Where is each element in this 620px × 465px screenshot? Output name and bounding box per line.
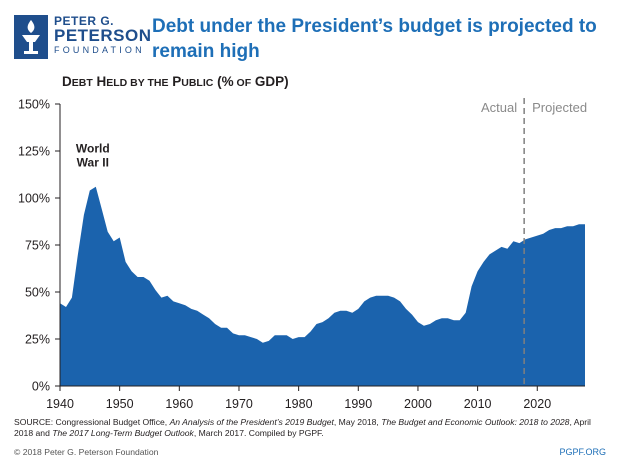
x-tick-label: 2020 (523, 397, 551, 411)
brand-logo: PETER G. PETERSON FOUNDATION (14, 14, 151, 60)
x-tick-label: 1990 (344, 397, 372, 411)
annotation-line-1: World (76, 142, 110, 156)
x-tick-label: 1980 (285, 397, 313, 411)
headline: Debt under the President’s budget is pro… (152, 16, 597, 62)
y-tick-label: 150% (18, 98, 50, 112)
logo-line-2: PETERSON (54, 26, 152, 45)
y-tick-label: 125% (18, 145, 50, 159)
actual-label: Actual (481, 100, 517, 115)
logo-line-1: PETER G. (54, 14, 115, 28)
website-link[interactable]: PGPF.ORG (559, 447, 606, 457)
y-tick-label: 75% (25, 239, 50, 253)
x-tick-label: 1960 (165, 397, 193, 411)
y-tick-label: 0% (32, 380, 50, 394)
copyright: © 2018 Peter G. Peterson Foundation (14, 447, 159, 457)
x-tick-label: 1940 (46, 397, 74, 411)
logo-line-3: FOUNDATION (54, 45, 145, 55)
x-tick-label: 2000 (404, 397, 432, 411)
torch-icon (14, 15, 48, 59)
x-tick-label: 1950 (106, 397, 134, 411)
y-tick-label: 100% (18, 192, 50, 206)
projected-label: Projected (532, 100, 587, 115)
x-tick-label: 1970 (225, 397, 253, 411)
plot-area: 0% 25% 50% 75% 100% 125% 150% 1940 1950 1960 1970 1… (18, 98, 587, 412)
chart-title: DEBT HELD BY THE PUBLIC (% OF GDP) (62, 74, 289, 89)
x-tick-label: 2010 (464, 397, 492, 411)
source-note: SOURCE: Congressional Budget Office, An … (14, 417, 591, 438)
y-tick-label: 50% (25, 286, 50, 300)
annotation-line-2: War II (77, 156, 109, 170)
series-area-debt-held-by-public (60, 186, 585, 386)
y-tick-label: 25% (25, 333, 50, 347)
